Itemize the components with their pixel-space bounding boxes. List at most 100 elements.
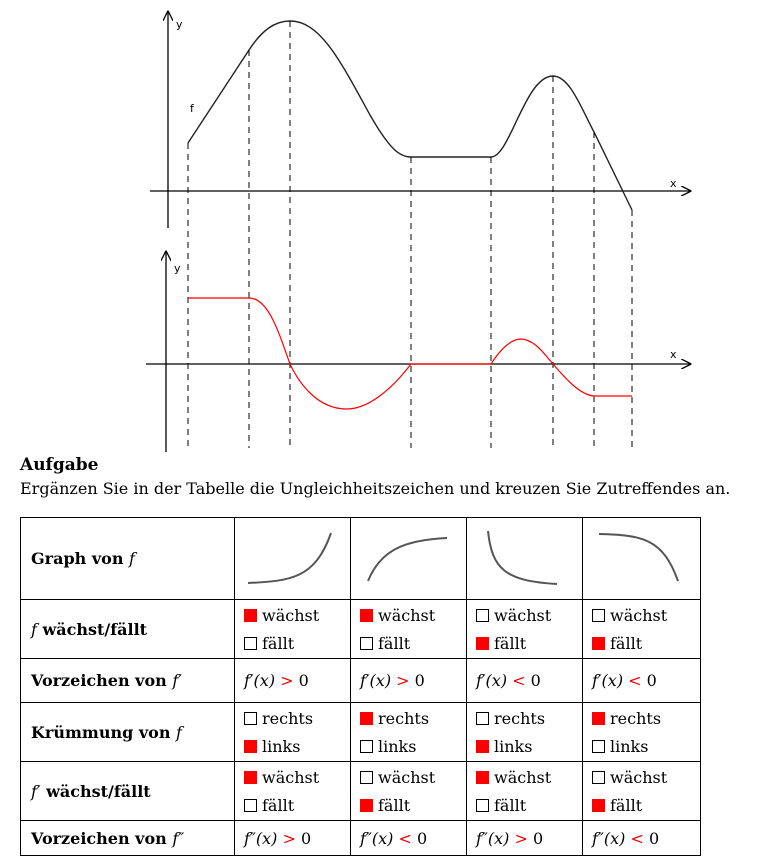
checkbox-checked[interactable] xyxy=(360,608,373,622)
checkbox-option[interactable]: wächst xyxy=(476,601,582,629)
task-title: Aufgabe xyxy=(20,455,99,475)
checkbox-label: wächst xyxy=(378,767,436,787)
row-graph-head: Graph von f xyxy=(20,517,235,600)
graph-cell-2 xyxy=(350,517,467,600)
task-instructions: Ergänzen Sie in der Tabelle die Ungleich… xyxy=(20,479,731,498)
f-growth-cell: wächst fällt xyxy=(234,599,351,659)
checkbox-unchecked[interactable] xyxy=(592,608,605,622)
top-y-label: y xyxy=(176,18,183,31)
checkbox-label: fällt xyxy=(262,795,295,815)
f1-growth-cell: wächst fällt xyxy=(350,761,467,821)
checkbox-option[interactable]: rechts xyxy=(244,704,350,732)
checkbox-label: links xyxy=(610,736,649,756)
checkbox-label: fällt xyxy=(378,633,411,653)
checkbox-label: wächst xyxy=(262,767,320,787)
checkbox-checked[interactable] xyxy=(244,770,257,784)
row-f2-sign: Vorzeichen von f″ f″(x) > 0 f″(x) < 0 f″… xyxy=(20,820,701,856)
curvature-cell: rechts links xyxy=(582,702,701,762)
checkbox-unchecked[interactable] xyxy=(476,711,489,725)
checkbox-unchecked[interactable] xyxy=(244,798,257,812)
checkbox-unchecked[interactable] xyxy=(592,739,605,753)
shape-decreasing-convex xyxy=(487,530,558,585)
checkbox-option[interactable]: rechts xyxy=(592,704,700,732)
checkbox-option[interactable]: wächst xyxy=(476,763,582,791)
checkbox-option[interactable]: links xyxy=(592,732,700,760)
checkbox-checked[interactable] xyxy=(476,770,489,784)
row-curvature: Krümmung von f rechts links rechts links r… xyxy=(20,702,701,762)
curvature-cell: rechts links xyxy=(350,702,467,762)
graph-cell-4 xyxy=(582,517,701,600)
checkbox-label: wächst xyxy=(610,605,668,625)
checkbox-unchecked[interactable] xyxy=(244,636,257,650)
checkbox-label: links xyxy=(262,736,301,756)
f1-sign-cell: f′(x) > 0 xyxy=(234,658,351,703)
checkbox-checked[interactable] xyxy=(244,739,257,753)
shape-decreasing-concave xyxy=(598,532,679,581)
checkbox-label: wächst xyxy=(610,767,668,787)
properties-table: Graph von f f wächst/fällt wächst fällt w… xyxy=(20,517,701,856)
f2-sign-cell: f″(x) < 0 xyxy=(582,820,701,856)
checkbox-checked[interactable] xyxy=(244,608,257,622)
derivative-curve xyxy=(188,297,632,410)
checkbox-label: wächst xyxy=(378,605,436,625)
checkbox-option[interactable]: fällt xyxy=(592,629,700,657)
checkbox-checked[interactable] xyxy=(592,636,605,650)
checkbox-label: links xyxy=(378,736,417,756)
f-label: f xyxy=(190,102,195,115)
checkbox-option[interactable]: wächst xyxy=(244,601,350,629)
graph-cell-1 xyxy=(234,517,351,600)
checkbox-unchecked[interactable] xyxy=(360,636,373,650)
f-growth-cell: wächst fällt xyxy=(466,599,583,659)
checkbox-unchecked[interactable] xyxy=(360,739,373,753)
checkbox-option[interactable]: fällt xyxy=(476,791,582,819)
bottom-x-label: x xyxy=(670,348,677,361)
checkbox-option[interactable]: wächst xyxy=(592,601,700,629)
row-f2-sign-head: Vorzeichen von f″ xyxy=(20,820,235,856)
checkbox-checked[interactable] xyxy=(360,711,373,725)
checkbox-option[interactable]: fällt xyxy=(360,791,466,819)
checkbox-option[interactable]: links xyxy=(476,732,582,760)
f1-sign-cell: f′(x) > 0 xyxy=(350,658,467,703)
bottom-y-label: y xyxy=(174,262,181,275)
f1-sign-cell: f′(x) < 0 xyxy=(466,658,583,703)
checkbox-checked[interactable] xyxy=(592,798,605,812)
row-f1-sign: Vorzeichen von f′ f′(x) > 0 f′(x) > 0 f′… xyxy=(20,658,701,703)
checkbox-option[interactable]: fällt xyxy=(476,629,582,657)
checkbox-label: rechts xyxy=(378,708,430,728)
checkbox-option[interactable]: links xyxy=(244,732,350,760)
curvature-cell: rechts links xyxy=(466,702,583,762)
row-graph: Graph von f xyxy=(20,517,701,600)
checkbox-checked[interactable] xyxy=(360,798,373,812)
row-f1-growth-head: f′ wächst/fällt xyxy=(20,761,235,821)
checkbox-option[interactable]: wächst xyxy=(360,763,466,791)
f1-sign-cell: f′(x) < 0 xyxy=(582,658,701,703)
row-f-growth: f wächst/fällt wächst fällt wächst fällt w… xyxy=(20,599,701,659)
checkbox-checked[interactable] xyxy=(476,636,489,650)
checkbox-option[interactable]: wächst xyxy=(244,763,350,791)
checkbox-option[interactable]: wächst xyxy=(360,601,466,629)
shape-increasing-concave xyxy=(367,536,448,581)
checkbox-option[interactable]: rechts xyxy=(476,704,582,732)
checkbox-checked[interactable] xyxy=(592,711,605,725)
checkbox-option[interactable]: fällt xyxy=(244,629,350,657)
checkbox-unchecked[interactable] xyxy=(476,798,489,812)
checkbox-option[interactable]: fällt xyxy=(360,629,466,657)
checkbox-option[interactable]: fällt xyxy=(244,791,350,819)
f-growth-cell: wächst fällt xyxy=(582,599,701,659)
checkbox-unchecked[interactable] xyxy=(476,608,489,622)
f2-sign-cell: f″(x) < 0 xyxy=(350,820,467,856)
checkbox-label: wächst xyxy=(262,605,320,625)
checkbox-unchecked[interactable] xyxy=(592,770,605,784)
checkbox-unchecked[interactable] xyxy=(360,770,373,784)
shape-increasing-convex xyxy=(247,532,332,584)
checkbox-checked[interactable] xyxy=(476,739,489,753)
checkbox-unchecked[interactable] xyxy=(244,711,257,725)
checkbox-option[interactable]: fällt xyxy=(592,791,700,819)
checkbox-label: fällt xyxy=(610,633,643,653)
checkbox-option[interactable]: wächst xyxy=(592,763,700,791)
checkbox-option[interactable]: links xyxy=(360,732,466,760)
checkbox-option[interactable]: rechts xyxy=(360,704,466,732)
f1-growth-cell: wächst fällt xyxy=(466,761,583,821)
top-x-label: x xyxy=(670,177,677,190)
checkbox-label: rechts xyxy=(494,708,546,728)
